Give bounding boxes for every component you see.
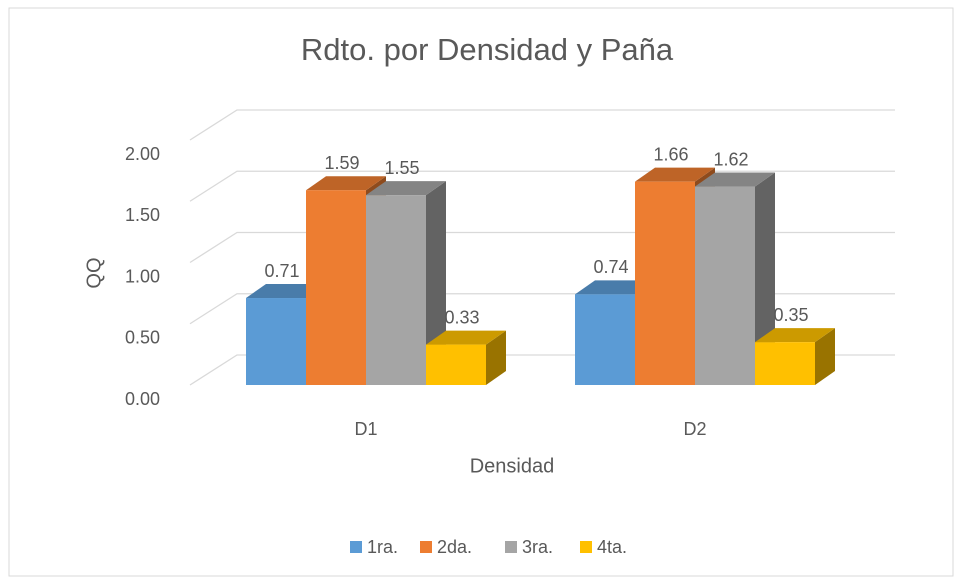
x-tick-label: D1 bbox=[354, 419, 377, 439]
data-label: 0.71 bbox=[264, 261, 299, 281]
data-label: 1.66 bbox=[653, 144, 688, 164]
grid-line bbox=[189, 109, 895, 141]
legend-swatch bbox=[505, 541, 517, 553]
data-label: 0.35 bbox=[773, 305, 808, 325]
bar-top bbox=[306, 176, 386, 191]
legend-label: 1ra. bbox=[367, 537, 398, 557]
bar-top bbox=[695, 172, 775, 187]
data-label: 1.59 bbox=[324, 153, 359, 173]
y-tick-label: 1.50 bbox=[125, 205, 160, 225]
bar-top bbox=[426, 330, 506, 345]
legend-swatch bbox=[350, 541, 362, 553]
y-tick-label: 0.00 bbox=[125, 389, 160, 409]
bar bbox=[695, 186, 755, 385]
legend-label: 2da. bbox=[437, 537, 472, 557]
bar bbox=[246, 298, 306, 385]
bar bbox=[575, 294, 635, 385]
legend-swatch bbox=[580, 541, 592, 553]
legend-label: 3ra. bbox=[522, 537, 553, 557]
y-tick-label: 1.00 bbox=[125, 266, 160, 286]
bar-top bbox=[366, 181, 446, 196]
bar-top bbox=[755, 328, 835, 343]
y-tick-label: 2.00 bbox=[125, 144, 160, 164]
bar bbox=[306, 190, 366, 385]
legend-swatch bbox=[420, 541, 432, 553]
data-label: 1.55 bbox=[384, 158, 419, 178]
bar-side bbox=[486, 330, 506, 385]
bar bbox=[426, 344, 486, 385]
data-label: 0.74 bbox=[593, 257, 628, 277]
x-tick-label: D2 bbox=[683, 419, 706, 439]
chart-title: Rdto. por Densidad y Paña bbox=[301, 32, 674, 67]
bar-top bbox=[635, 167, 715, 182]
x-axis-label: Densidad bbox=[470, 455, 555, 477]
data-label: 1.62 bbox=[713, 149, 748, 169]
y-axis-label: QQ bbox=[83, 257, 105, 288]
bar bbox=[635, 181, 695, 385]
y-tick-label: 0.50 bbox=[125, 328, 160, 348]
bar-side bbox=[815, 328, 835, 385]
bar bbox=[366, 195, 426, 385]
chart-border bbox=[8, 7, 954, 577]
data-label: 0.33 bbox=[444, 307, 479, 327]
bar bbox=[755, 342, 815, 385]
bar-side bbox=[426, 181, 446, 385]
legend-label: 4ta. bbox=[597, 537, 627, 557]
